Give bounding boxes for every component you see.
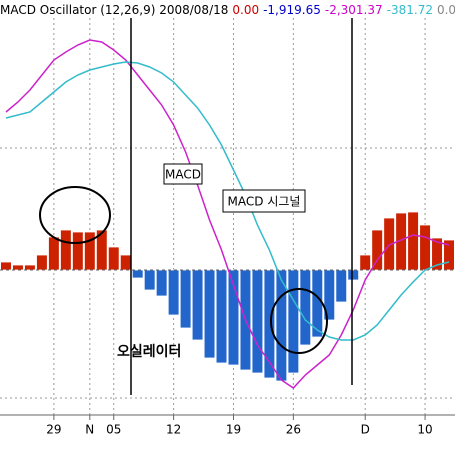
bar [48,236,60,271]
bar [191,269,204,341]
bar [383,217,395,271]
bar [323,269,336,321]
line [5,39,450,389]
bar [84,231,96,271]
bar [203,269,216,359]
bar [72,231,84,271]
bar [24,264,36,271]
bar [0,261,12,271]
bar [263,269,276,379]
bar [167,269,180,316]
bar [431,237,443,271]
bar [251,269,264,374]
annotation-box [163,163,203,185]
plot-area [0,18,455,415]
line [5,61,450,341]
bar [287,269,300,374]
bar [335,269,348,303]
x-tick-label: 19 [226,423,241,437]
bar [215,269,228,364]
x-tick-label: 05 [106,423,121,437]
bar [107,246,120,271]
bar [155,269,168,297]
bar [407,211,419,271]
bar [143,269,156,291]
bar [371,229,383,271]
header-value: -1,919.65 [263,3,321,17]
x-tick-label: 29 [46,423,61,437]
bar [227,269,240,366]
bar [131,269,144,279]
bar [443,239,455,271]
header-title: MACD Oscillator (12,26,9) 2008/08/18 [0,3,228,17]
bar [299,269,312,346]
bar [95,229,108,271]
header-value: 0.00 [437,3,455,17]
bar [119,254,132,271]
bar [12,264,24,271]
x-tick-label: 26 [286,423,301,437]
bar [359,254,371,271]
bar [60,229,72,271]
bar [36,254,48,271]
x-tick-label: 12 [166,423,181,437]
bar [179,269,192,329]
header: MACD Oscillator (12,26,9) 2008/08/18 0.00… [0,3,455,17]
annotation: MACD 시그널 [228,195,301,209]
header-value: 0.00 [232,3,259,17]
annotation-box [222,189,306,213]
x-tick-label: D [361,423,370,437]
annotation: 오실레이터 [117,343,181,360]
annotation: MACD [165,168,201,182]
x-tick-label: N [85,423,94,437]
header-value: -381.72 [387,3,433,17]
bar [347,269,360,281]
bar [419,224,431,271]
highlight-circle [39,186,111,244]
highlight-circle [270,288,328,354]
x-tick-label: 10 [417,423,432,437]
bar [275,269,288,382]
header-value: -2,301.37 [325,3,383,17]
